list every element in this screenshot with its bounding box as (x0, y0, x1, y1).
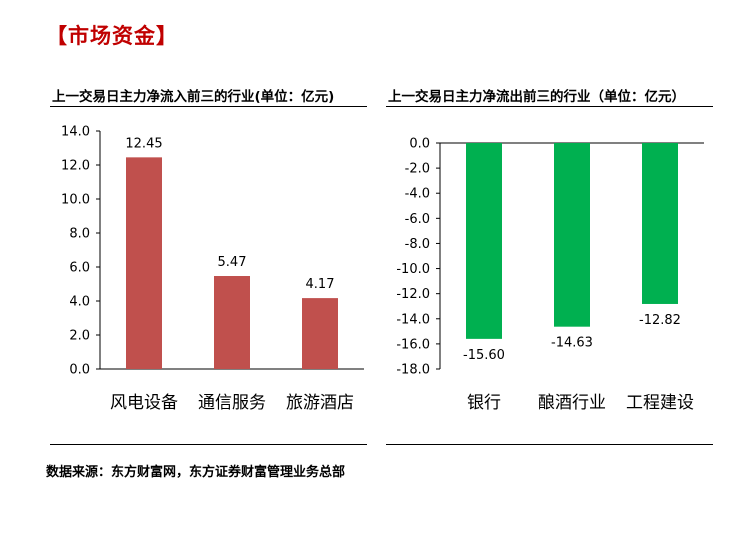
inflow-data-label: 4.17 (306, 277, 335, 292)
outflow-y-tick-label: 0.0 (409, 137, 430, 152)
inflow-category-label: 旅游酒店 (286, 393, 354, 413)
inflow-y-tick-label: 8.0 (69, 227, 90, 242)
outflow-data-label: -14.63 (551, 336, 593, 351)
outflow-bar-2 (554, 143, 590, 327)
outflow-y-tick-label: -8.0 (405, 237, 430, 252)
outflow-bottom-rule (386, 444, 713, 445)
inflow-bar-2 (214, 276, 250, 369)
inflow-category-label: 风电设备 (110, 393, 178, 413)
outflow-category-label: 酿酒行业 (538, 393, 606, 413)
inflow-category-label: 通信服务 (198, 393, 266, 413)
outflow-category-label: 工程建设 (626, 393, 694, 413)
inflow-y-tick-label: 6.0 (69, 261, 90, 276)
outflow-chart-title: 上一交易日主力净流出前三的行业（单位：亿元） (388, 89, 685, 105)
inflow-chart-title: 上一交易日主力净流入前三的行业(单位：亿元) (52, 89, 335, 105)
outflow-bar-3 (642, 143, 678, 304)
inflow-y-tick-label: 0.0 (69, 363, 90, 378)
outflow-category-label: 银行 (467, 393, 501, 413)
inflow-bar-3 (302, 298, 338, 369)
inflow-y-tick-label: 4.0 (69, 295, 90, 310)
source-note: 数据来源：东方财富网，东方证券财富管理业务总部 (46, 465, 346, 480)
inflow-bar-1 (126, 157, 162, 369)
inflow-bottom-rule (50, 444, 367, 445)
inflow-y-tick-label: 2.0 (69, 329, 90, 344)
outflow-y-tick-label: -6.0 (405, 212, 430, 227)
outflow-y-tick-label: -12.0 (396, 287, 430, 302)
inflow-y-tick-label: 12.0 (61, 159, 90, 174)
inflow-data-label: 12.45 (125, 136, 162, 151)
inflow-y-tick-label: 10.0 (61, 193, 90, 208)
inflow-title-rule (50, 106, 367, 107)
outflow-data-label: -15.60 (463, 348, 505, 363)
outflow-y-tick-label: -10.0 (396, 262, 430, 277)
outflow-y-tick-label: -18.0 (396, 363, 430, 378)
outflow-bar-1 (466, 143, 502, 339)
inflow-y-tick-label: 14.0 (61, 125, 90, 140)
section-title: 【市场资金】 (46, 24, 178, 48)
outflow-title-rule (386, 106, 713, 107)
outflow-y-tick-label: -14.0 (396, 312, 430, 327)
inflow-data-label: 5.47 (218, 255, 247, 270)
outflow-data-label: -12.82 (639, 313, 681, 328)
outflow-y-tick-label: -4.0 (405, 187, 430, 202)
outflow-y-tick-label: -2.0 (405, 162, 430, 177)
outflow-y-tick-label: -16.0 (396, 337, 430, 352)
